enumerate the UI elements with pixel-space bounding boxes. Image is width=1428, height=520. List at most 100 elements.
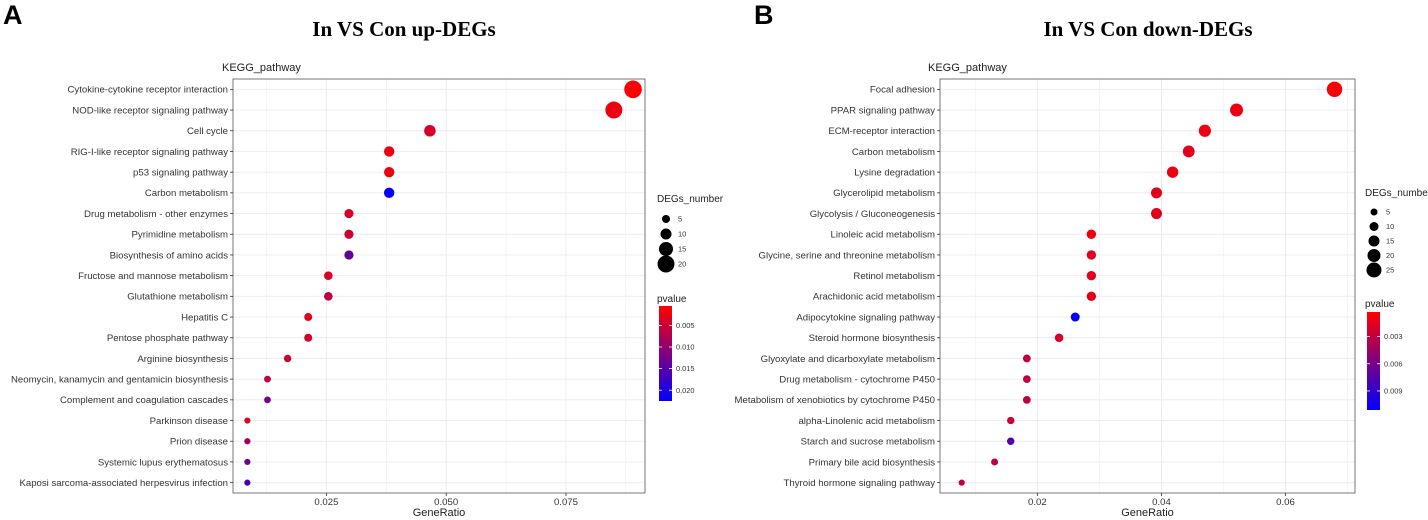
- color-legend: pvalue 0.005 0.010 0.015 0.020: [657, 294, 695, 401]
- y-tick-label: Parkinson disease: [150, 416, 228, 427]
- data-point: [1054, 333, 1064, 343]
- data-point: [324, 292, 333, 301]
- data-points: [244, 80, 642, 486]
- y-axis: Focal adhesion PPAR signaling pathway ECM-…: [735, 85, 940, 489]
- color-legend-label: 0.003: [1384, 332, 1403, 341]
- y-tick-label: Biosynthesis of amino acids: [110, 250, 229, 261]
- data-point: [424, 124, 436, 137]
- chart-title: In VS Con down-DEGs: [1043, 17, 1252, 41]
- y-tick-label: Glycolysis / Gluconeogenesis: [810, 209, 936, 220]
- y-tick-label: Lysine degradation: [854, 167, 935, 178]
- data-point: [244, 458, 251, 466]
- data-point: [344, 208, 354, 219]
- y-tick-label: Carbon metabolism: [145, 188, 228, 199]
- x-tick-label: 0.06: [1276, 497, 1295, 508]
- y-tick-label: alpha-Linolenic acid metabolism: [798, 416, 935, 427]
- size-legend-key: [657, 255, 675, 273]
- data-point: [244, 438, 251, 445]
- panel-letter: B: [754, 0, 774, 30]
- data-point: [244, 417, 251, 424]
- data-point: [1070, 312, 1080, 322]
- color-legend-label: 0.020: [676, 386, 695, 395]
- data-point: [1086, 229, 1097, 239]
- y-tick-label: Metabolism of xenobiotics by cytochrome …: [735, 395, 936, 406]
- data-point: [1150, 187, 1162, 199]
- y-tick-label: Linoleic acid metabolism: [830, 230, 935, 241]
- y-tick-label: Pyrimidine metabolism: [132, 230, 229, 241]
- y-tick-label: RIG-I-like receptor signaling pathway: [71, 147, 229, 158]
- data-point: [304, 333, 313, 342]
- y-tick-label: Adipocytokine signaling pathway: [796, 312, 935, 323]
- y-tick-label: Neomycin, kanamycin and gentamicin biosy…: [11, 374, 228, 385]
- plot-border: [232, 78, 646, 494]
- data-point: [1230, 103, 1244, 117]
- data-point: [1086, 291, 1097, 302]
- data-point: [383, 146, 395, 157]
- data-points: [958, 81, 1343, 486]
- y-tick-label: Carbon metabolism: [852, 147, 935, 158]
- color-legend-label: 0.006: [1384, 359, 1403, 368]
- y-tick-label: Cytokine-cytokine receptor interaction: [67, 85, 228, 96]
- x-tick-label: 0.04: [1152, 497, 1171, 508]
- y-tick-label: Pentose phosphate pathway: [107, 333, 228, 344]
- y-tick-label: Glycerolipid metabolism: [833, 188, 935, 199]
- y-tick-label: PPAR signaling pathway: [831, 105, 936, 116]
- x-tick-label: 0.075: [554, 497, 578, 508]
- data-point: [383, 166, 395, 178]
- data-point: [1022, 395, 1031, 404]
- size-legend-key: [1367, 249, 1381, 262]
- size-legend-label: 20: [678, 260, 686, 269]
- data-point: [1007, 437, 1015, 445]
- data-point: [264, 375, 271, 383]
- data-point: [1326, 81, 1343, 98]
- color-legend-title: pvalue: [657, 294, 687, 305]
- data-point: [605, 101, 623, 119]
- size-legend-title: DEGs_number: [657, 194, 724, 205]
- y-tick-label: Glutathione metabolism: [127, 292, 228, 303]
- data-point: [624, 80, 642, 99]
- x-axis: 0.025 0.050 0.075 GeneRatio: [314, 493, 578, 519]
- grid-lines: [233, 79, 645, 493]
- size-legend-key: [659, 242, 673, 256]
- size-legend-key: [1368, 235, 1380, 247]
- x-axis-label: GeneRatio: [1121, 507, 1174, 519]
- chart-title: In VS Con up-DEGs: [312, 17, 495, 41]
- chart-subtitle: KEGG_pathway: [928, 62, 1007, 74]
- size-legend-title: DEGs_number: [1365, 188, 1428, 199]
- data-point: [283, 354, 292, 363]
- data-point: [1150, 208, 1162, 220]
- y-tick-label: Starch and sucrose metabolism: [801, 437, 935, 448]
- y-tick-label: ECM-receptor interaction: [828, 126, 935, 137]
- y-tick-label: Focal adhesion: [870, 85, 935, 96]
- chart-subtitle: KEGG_pathway: [222, 62, 301, 74]
- size-legend-label: 5: [678, 215, 682, 224]
- size-legend: DEGs_number 5 10 15 20: [657, 194, 724, 273]
- y-tick-label: Prion disease: [170, 437, 228, 448]
- plot-background: [233, 79, 645, 493]
- y-tick-label: Arachidonic acid metabolism: [813, 292, 935, 303]
- y-tick-label: Glyoxylate and dicarboxylate metabolism: [761, 354, 935, 365]
- size-legend-label: 15: [1386, 237, 1394, 246]
- size-legend-label: 25: [1386, 266, 1394, 275]
- size-legend-key: [1366, 262, 1382, 278]
- data-point: [1022, 354, 1031, 363]
- size-legend-label: 10: [678, 230, 686, 239]
- x-tick-label: 0.025: [314, 497, 338, 508]
- y-axis: Cytokine-cytokine receptor interaction NO…: [11, 85, 233, 489]
- y-tick-label: Arginine biosynthesis: [137, 354, 228, 365]
- data-point: [1198, 124, 1211, 137]
- y-tick-label: Complement and coagulation cascades: [60, 395, 228, 406]
- y-tick-label: Primary bile acid biosynthesis: [809, 457, 936, 468]
- data-point: [1086, 270, 1097, 281]
- plot-background: [940, 79, 1355, 493]
- y-tick-label: Systemic lupus erythematosus: [98, 457, 228, 468]
- y-tick-label: Glycine, serine and threonine metabolism: [758, 250, 935, 261]
- panel-letter: A: [3, 0, 23, 30]
- data-point: [1086, 250, 1097, 260]
- size-legend: DEGs_number 5 10 15 20 25: [1365, 188, 1428, 278]
- data-point: [264, 396, 271, 404]
- y-tick-label: Hepatitis C: [181, 312, 228, 323]
- panel-a: A In VS Con up-DEGs KEGG_pathway Cytokine-c…: [3, 0, 724, 519]
- y-tick-label: Steroid hormone biosynthesis: [809, 333, 936, 344]
